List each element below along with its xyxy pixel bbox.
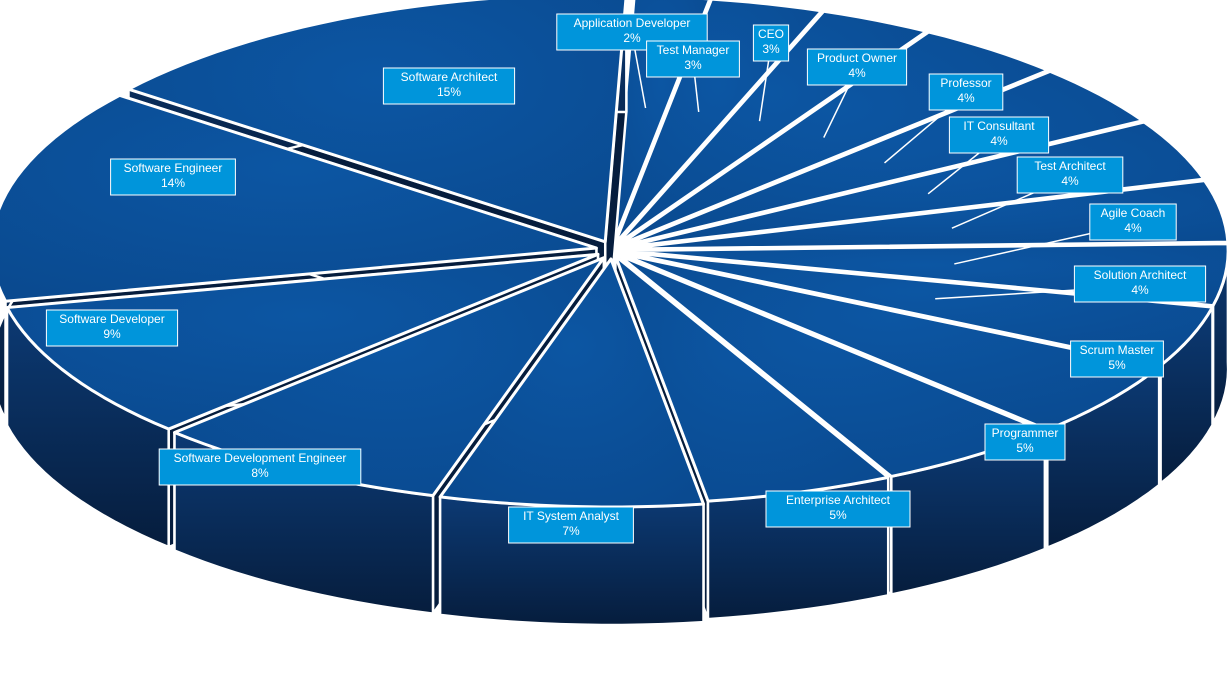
label-category: Software Engineer (124, 161, 223, 175)
label-value: 3% (762, 42, 780, 56)
label-value: 3% (684, 58, 702, 72)
label-category: Test Manager (657, 43, 730, 57)
label-value: 8% (251, 466, 269, 480)
label-category: CEO (758, 27, 784, 41)
label-value: 4% (990, 134, 1008, 148)
label-value: 7% (562, 524, 580, 538)
label-category: Software Architect (401, 70, 498, 84)
label-category: Product Owner (817, 51, 897, 65)
pie-slice-it-system-analyst (438, 257, 705, 627)
label-category: Enterprise Architect (786, 493, 891, 507)
label-value: 5% (829, 508, 847, 522)
label-category: Test Architect (1034, 159, 1106, 173)
label-category: Solution Architect (1094, 268, 1187, 282)
label-value: 2% (623, 31, 641, 45)
label-category: IT System Analyst (523, 509, 619, 523)
label-value: 4% (848, 66, 866, 80)
label-value: 15% (437, 85, 461, 99)
label-category: Professor (940, 76, 991, 90)
label-category: Programmer (992, 426, 1059, 440)
label-value: 4% (1131, 283, 1149, 297)
label-category: Software Developer (59, 312, 164, 326)
label-value: 4% (957, 91, 975, 105)
label-value: 5% (1108, 358, 1126, 372)
label-value: 4% (1124, 221, 1142, 235)
label-value: 5% (1016, 441, 1034, 455)
label-category: Software Development Engineer (174, 451, 347, 465)
label-category: IT Consultant (963, 119, 1035, 133)
label-value: 4% (1061, 174, 1079, 188)
label-category: Application Developer (574, 16, 691, 30)
label-value: 14% (161, 176, 185, 190)
label-category: Agile Coach (1101, 206, 1166, 220)
label-category: Scrum Master (1080, 343, 1155, 357)
label-value: 9% (103, 327, 121, 341)
